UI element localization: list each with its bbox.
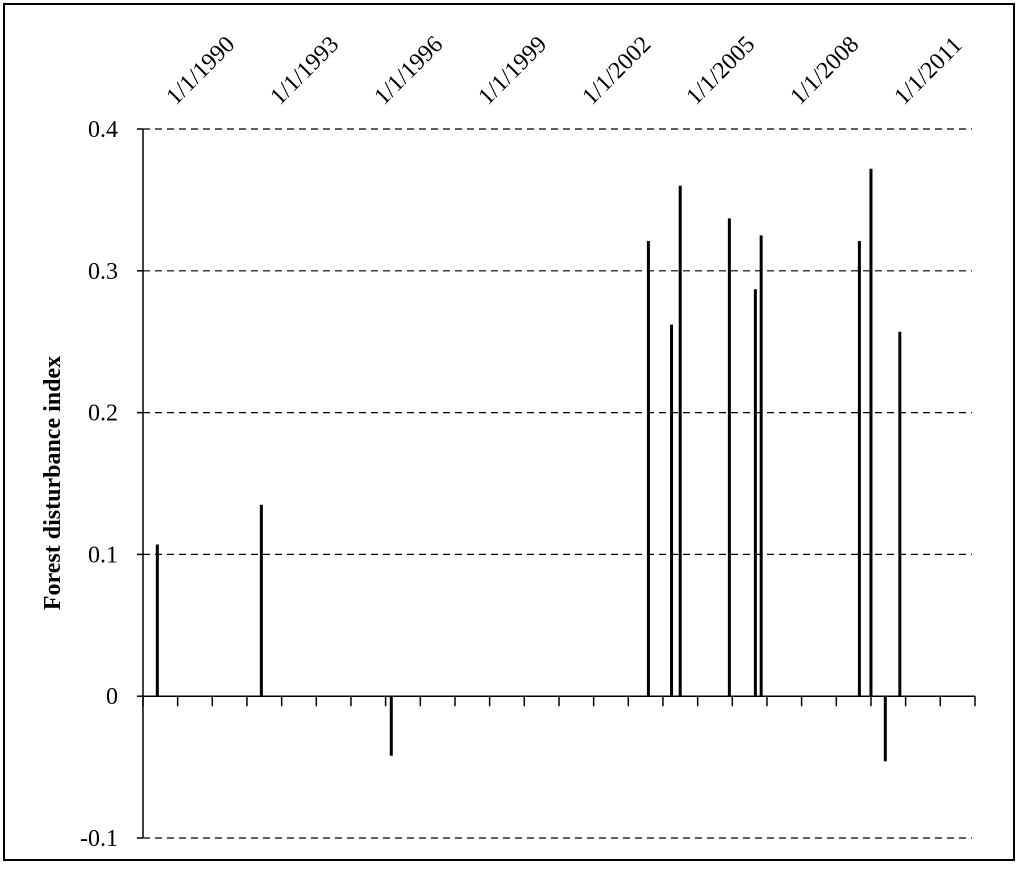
- axes: [137, 128, 976, 839]
- x-tick-label: 1/1/2002: [578, 32, 657, 111]
- tick-labels: -0.1 0 0.1 0.2 0.3 0.4 1/1/1990 1/1/1993 1/1/199…: [80, 32, 968, 852]
- x-tick-label: 1/1/1996: [369, 32, 448, 111]
- x-tick-label: 1/1/1993: [266, 32, 345, 111]
- y-tick-label: 0.4: [88, 117, 118, 143]
- chart-frame: [3, 3, 1015, 861]
- bars: [155, 168, 902, 762]
- x-tick-label: 1/1/2005: [682, 32, 761, 111]
- y-tick-label: 0: [106, 684, 118, 710]
- x-tick-label: 1/1/1990: [162, 32, 241, 111]
- y-tick-label: 0.3: [88, 259, 118, 285]
- x-tick-label: 1/1/1999: [473, 32, 552, 111]
- x-tick-label: 1/1/2011: [889, 32, 967, 110]
- y-axis-label: Forest disturbance index: [40, 356, 66, 610]
- y-tick-label: -0.1: [80, 826, 118, 852]
- grid-lines: [143, 128, 972, 839]
- y-tick-label: 0.1: [88, 542, 118, 568]
- y-tick-label: 0.2: [88, 401, 118, 427]
- x-tick-label: 1/1/2008: [785, 32, 864, 111]
